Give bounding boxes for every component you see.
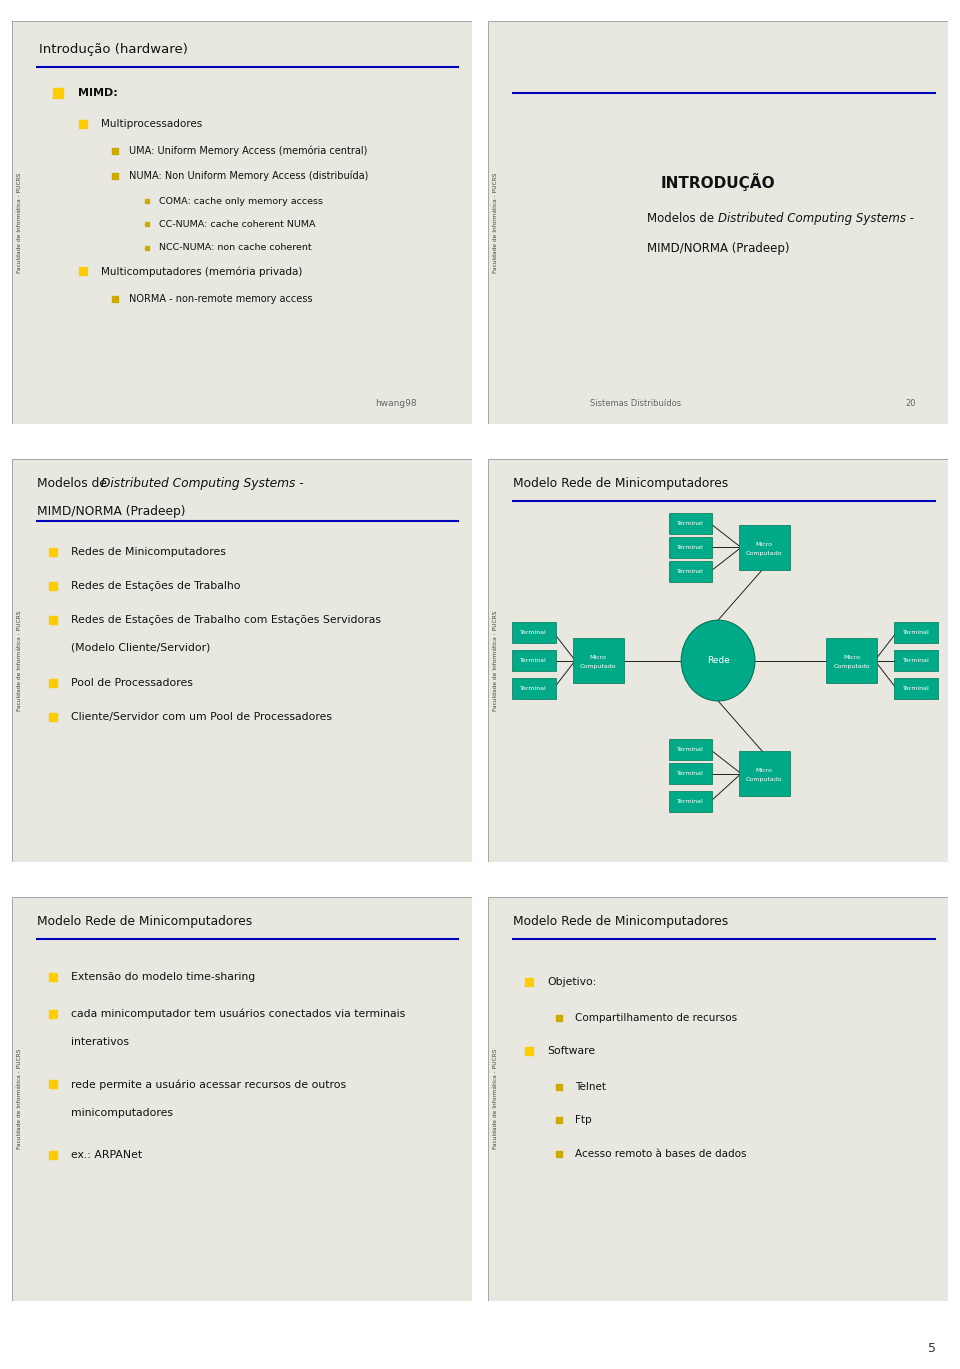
Text: Faculdade de Informática - PUCRS: Faculdade de Informática - PUCRS — [17, 172, 22, 272]
Text: cada minicomputador tem usuários conectados via terminais: cada minicomputador tem usuários conecta… — [71, 1009, 406, 1019]
FancyBboxPatch shape — [895, 650, 938, 671]
Text: Cliente/Servidor com um Pool de Processadores: Cliente/Servidor com um Pool de Processa… — [71, 712, 332, 721]
Text: Pool de Processadores: Pool de Processadores — [71, 678, 193, 687]
Text: Redes de Estações de Trabalho com Estações Servidoras: Redes de Estações de Trabalho com Estaçõ… — [71, 615, 381, 626]
Text: COMA: cache only memory access: COMA: cache only memory access — [159, 197, 323, 205]
Text: Software: Software — [547, 1046, 596, 1055]
Text: Faculdade de Informática - PUCRS: Faculdade de Informática - PUCRS — [17, 611, 22, 711]
Text: Compartilhamento de recursos: Compartilhamento de recursos — [575, 1013, 737, 1023]
Text: Ftp: Ftp — [575, 1116, 592, 1125]
Text: Redes de Minicomputadores: Redes de Minicomputadores — [71, 546, 227, 557]
Text: Computado: Computado — [746, 550, 782, 556]
Text: INTRODUÇÃO: INTRODUÇÃO — [660, 172, 776, 192]
FancyBboxPatch shape — [12, 21, 472, 424]
Text: Objetivo:: Objetivo: — [547, 976, 597, 987]
FancyBboxPatch shape — [668, 513, 712, 534]
Text: Faculdade de Informática - PUCRS: Faculdade de Informática - PUCRS — [493, 1049, 498, 1149]
Text: NORMA - non-remote memory access: NORMA - non-remote memory access — [129, 294, 313, 304]
Text: Terminal: Terminal — [520, 658, 547, 663]
FancyBboxPatch shape — [739, 752, 789, 795]
Text: Multicomputadores (memória privada): Multicomputadores (memória privada) — [102, 266, 302, 277]
FancyBboxPatch shape — [12, 897, 472, 1301]
Text: MIMD:: MIMD: — [79, 88, 118, 99]
FancyBboxPatch shape — [573, 638, 624, 683]
Text: Modelo Rede de Minicomputadores: Modelo Rede de Minicomputadores — [36, 914, 252, 928]
Ellipse shape — [682, 620, 755, 701]
Text: NUMA: Non Uniform Memory Access (distribuída): NUMA: Non Uniform Memory Access (distrib… — [129, 171, 369, 181]
Text: Terminal: Terminal — [520, 686, 547, 691]
Text: NCC-NUMA: non cache coherent: NCC-NUMA: non cache coherent — [159, 244, 312, 252]
Text: Computado: Computado — [833, 664, 870, 668]
Text: Terminal: Terminal — [677, 520, 704, 526]
Text: Faculdade de Informática - PUCRS: Faculdade de Informática - PUCRS — [17, 1049, 22, 1149]
Text: Terminal: Terminal — [902, 630, 929, 635]
Text: Computado: Computado — [580, 664, 616, 668]
FancyBboxPatch shape — [512, 622, 556, 643]
FancyBboxPatch shape — [512, 678, 556, 700]
Text: Rede: Rede — [707, 656, 730, 665]
Text: Faculdade de Informática - PUCRS: Faculdade de Informática - PUCRS — [493, 172, 498, 272]
Text: UMA: Uniform Memory Access (memória central): UMA: Uniform Memory Access (memória cent… — [129, 145, 368, 156]
Text: Modelos de: Modelos de — [647, 212, 718, 225]
FancyBboxPatch shape — [668, 763, 712, 784]
Text: Distributed Computing Systems -: Distributed Computing Systems - — [102, 476, 304, 490]
FancyBboxPatch shape — [488, 459, 948, 862]
Text: Terminal: Terminal — [677, 545, 704, 550]
FancyBboxPatch shape — [668, 537, 712, 559]
Text: Modelo Rede de Minicomputadores: Modelo Rede de Minicomputadores — [513, 914, 729, 928]
Text: Micro: Micro — [589, 654, 607, 660]
Text: (Modelo Cliente/Servidor): (Modelo Cliente/Servidor) — [71, 642, 211, 653]
Text: ex.: ARPANet: ex.: ARPANet — [71, 1150, 142, 1160]
Text: MIMD/NORMA (Pradeep): MIMD/NORMA (Pradeep) — [36, 505, 185, 517]
FancyBboxPatch shape — [895, 678, 938, 700]
FancyBboxPatch shape — [668, 739, 712, 760]
Text: Terminal: Terminal — [677, 570, 704, 574]
Text: Distributed Computing Systems -: Distributed Computing Systems - — [718, 212, 914, 225]
FancyBboxPatch shape — [12, 459, 472, 862]
FancyBboxPatch shape — [512, 650, 556, 671]
Text: 20: 20 — [905, 400, 916, 408]
Text: Terminal: Terminal — [677, 771, 704, 776]
Text: Terminal: Terminal — [902, 658, 929, 663]
Text: minicomputadores: minicomputadores — [71, 1108, 174, 1117]
Text: Telnet: Telnet — [575, 1083, 606, 1092]
FancyBboxPatch shape — [668, 791, 712, 812]
Text: Modelos de: Modelos de — [36, 476, 110, 490]
Text: Terminal: Terminal — [677, 747, 704, 752]
Text: Extensão do modelo time-sharing: Extensão do modelo time-sharing — [71, 972, 255, 983]
FancyBboxPatch shape — [488, 21, 948, 424]
Text: Introdução (hardware): Introdução (hardware) — [39, 42, 188, 56]
Text: interativos: interativos — [71, 1038, 130, 1047]
Text: rede permite a usuário acessar recursos de outros: rede permite a usuário acessar recursos … — [71, 1079, 347, 1090]
Text: Terminal: Terminal — [520, 630, 547, 635]
Text: Micro: Micro — [756, 768, 773, 773]
FancyBboxPatch shape — [668, 561, 712, 582]
Text: Modelo Rede de Minicomputadores: Modelo Rede de Minicomputadores — [513, 476, 729, 490]
Text: Micro: Micro — [756, 542, 773, 546]
Text: Multiprocessadores: Multiprocessadores — [102, 119, 203, 129]
Text: Terminal: Terminal — [902, 686, 929, 691]
Text: Acesso remoto à bases de dados: Acesso remoto à bases de dados — [575, 1149, 747, 1158]
Text: 5: 5 — [928, 1343, 936, 1355]
FancyBboxPatch shape — [827, 638, 877, 683]
Text: CC-NUMA: cache coherent NUMA: CC-NUMA: cache coherent NUMA — [159, 220, 316, 229]
Text: Micro: Micro — [843, 654, 860, 660]
FancyBboxPatch shape — [895, 622, 938, 643]
Text: Computado: Computado — [746, 776, 782, 782]
Text: hwang98: hwang98 — [375, 400, 417, 408]
Text: Sistemas Distribuídos: Sistemas Distribuídos — [589, 400, 681, 408]
Text: MIMD/NORMA (Pradeep): MIMD/NORMA (Pradeep) — [647, 242, 789, 255]
Text: Faculdade de Informática - PUCRS: Faculdade de Informática - PUCRS — [493, 611, 498, 711]
Text: Redes de Estações de Trabalho: Redes de Estações de Trabalho — [71, 580, 241, 591]
Text: Terminal: Terminal — [677, 799, 704, 805]
FancyBboxPatch shape — [488, 897, 948, 1301]
FancyBboxPatch shape — [739, 526, 789, 570]
